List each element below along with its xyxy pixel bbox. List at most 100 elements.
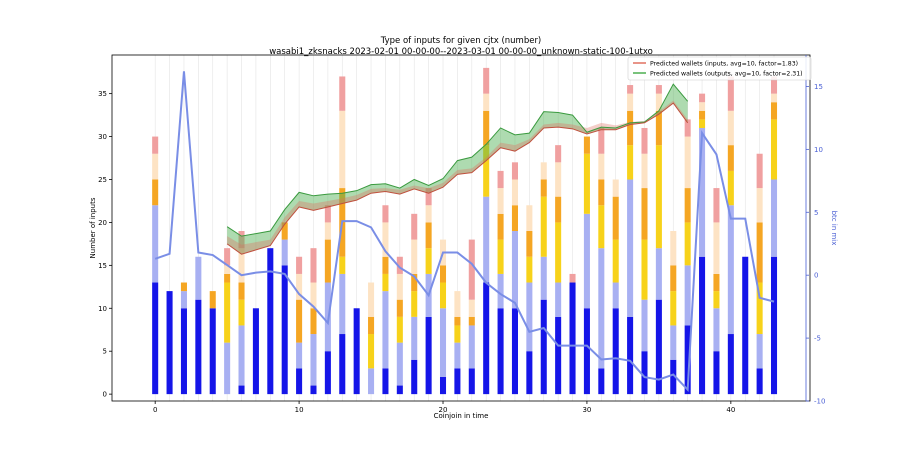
- legend: Predicted wallets (inputs, avg=10, facto…: [627, 56, 812, 81]
- bar-segment-19-2: [425, 248, 432, 274]
- bar-segment-38-3: [699, 110, 706, 120]
- bar-segment-24-5: [497, 170, 504, 189]
- bar-segment-28-0: [555, 316, 562, 395]
- bar-segment-26-1: [526, 282, 533, 352]
- bar-segment-35-4: [655, 93, 662, 111]
- bar-segment-30-0: [583, 308, 590, 395]
- bar-segment-24-3: [497, 213, 504, 240]
- right-tick-label-15: 15: [814, 83, 823, 91]
- bar-segment-11-4: [310, 282, 317, 309]
- bar-segment-24-4: [497, 188, 504, 214]
- bar-segment-34-3: [641, 188, 648, 240]
- bar-segment-16-4: [382, 222, 389, 257]
- bar-segment-0-5: [152, 136, 159, 154]
- bar-segment-10-0: [296, 368, 303, 395]
- left-tick-label-20: 20: [98, 219, 107, 227]
- bar-segment-15-2: [368, 334, 375, 369]
- bar-segment-12-0: [324, 351, 331, 395]
- bar-segment-15-4: [368, 282, 375, 317]
- bar-segment-18-5: [411, 213, 418, 240]
- bar-segment-25-1: [511, 231, 518, 309]
- bar-segment-10-1: [296, 342, 303, 369]
- bar-segment-42-1: [756, 334, 763, 369]
- bar-segment-5-2: [224, 282, 231, 343]
- bar-segment-18-1: [411, 316, 418, 360]
- bar-segment-4-3: [209, 291, 216, 309]
- bar-segment-24-0: [497, 308, 504, 395]
- bar-segment-27-2: [540, 196, 547, 257]
- bar-segment-27-4: [540, 162, 547, 180]
- left-tick-label-10: 10: [98, 305, 107, 313]
- left-y-axis: 0 5 10 15 20 25 30 35: [98, 90, 112, 399]
- bar-segment-30-3: [583, 136, 590, 154]
- bar-segment-39-0: [713, 351, 720, 395]
- plot-area: [111, 54, 811, 402]
- bar-segment-0-4: [152, 153, 159, 180]
- predicted-inputs-line: [226, 102, 689, 255]
- bar-segment-38-0: [699, 256, 706, 395]
- bar-segment-10-4: [296, 273, 303, 300]
- bar-segment-5-1: [224, 342, 231, 395]
- bar-segment-0-1: [152, 205, 159, 283]
- chart-title-line2: wasabi1_zksnacks 2023-02-01 00-00-00--20…: [269, 47, 653, 57]
- bar-segment-42-5: [756, 153, 763, 189]
- bar-segment-27-1: [540, 256, 547, 300]
- bar-segment-34-5: [641, 127, 648, 154]
- bar-segment-12-5: [324, 205, 331, 223]
- chart-title-line1: Type of inputs for given cjtx (number): [380, 36, 542, 46]
- bar-segment-11-3: [310, 308, 317, 335]
- bar-segment-35-2: [655, 145, 662, 249]
- bar-segment-17-4: [396, 273, 403, 300]
- bar-segment-23-2: [483, 145, 490, 197]
- bar-segment-38-5: [699, 93, 706, 103]
- bar-segment-43-2: [770, 119, 778, 180]
- bar-segment-23-4: [483, 93, 490, 111]
- bar-segment-34-4: [641, 153, 648, 189]
- x-tick-label-0: 0: [153, 406, 157, 414]
- bar-segment-26-2: [526, 256, 533, 283]
- right-tick-label-10: 10: [814, 146, 823, 154]
- btc-in-mix-line: [154, 71, 775, 393]
- left-tick-label-35: 35: [98, 90, 107, 98]
- bar-segment-27-0: [540, 299, 547, 395]
- bar-segment-11-1: [310, 334, 317, 386]
- bar-segment-21-0: [454, 368, 461, 395]
- bar-segment-18-4: [411, 239, 418, 274]
- bar-segment-15-3: [368, 316, 375, 335]
- bar-segment-33-0: [627, 316, 634, 395]
- bar-segment-19-0: [425, 316, 432, 395]
- bar-segment-17-1: [396, 342, 403, 386]
- bar-segment-13-4: [339, 110, 346, 189]
- bar-segment-16-1: [382, 291, 389, 369]
- right-y-axis-label: btc in mix: [830, 211, 838, 246]
- bar-segment-28-3: [555, 196, 562, 223]
- bar-segment-17-0: [396, 385, 403, 395]
- x-axis-label: Coinjoin in time: [434, 412, 489, 420]
- bar-segment-11-5: [310, 248, 317, 283]
- bar-segment-33-3: [627, 110, 634, 146]
- bar-segment-2-0: [180, 308, 187, 395]
- bar-segment-39-5: [713, 188, 720, 223]
- bar-segment-35-1: [655, 248, 662, 300]
- bar-segment-22-5: [468, 239, 475, 300]
- bar-segment-26-3: [526, 231, 533, 257]
- bar-segment-23-5: [483, 67, 490, 94]
- bar-segment-17-2: [396, 316, 403, 343]
- bar-segment-43-0: [770, 256, 778, 395]
- bar-segment-33-2: [627, 145, 634, 180]
- bar-segment-0-0: [152, 282, 159, 395]
- bar-segment-29-5: [569, 273, 576, 283]
- bar-segment-34-2: [641, 239, 648, 300]
- bar-segment-25-4: [511, 179, 518, 206]
- bar-segment-22-3: [468, 316, 475, 326]
- bar-segment-9-1: [281, 239, 288, 266]
- bar-segment-12-4: [324, 222, 331, 240]
- bar-segment-30-1: [583, 213, 590, 309]
- bar-segment-13-5: [339, 76, 346, 111]
- bar-segment-32-3: [612, 196, 619, 240]
- bar-segment-34-0: [641, 351, 648, 395]
- predicted-outputs-line: [226, 83, 689, 237]
- bar-segment-5-5: [224, 248, 231, 266]
- bar-segment-37-2: [684, 222, 691, 266]
- bar-segment-32-0: [612, 308, 619, 395]
